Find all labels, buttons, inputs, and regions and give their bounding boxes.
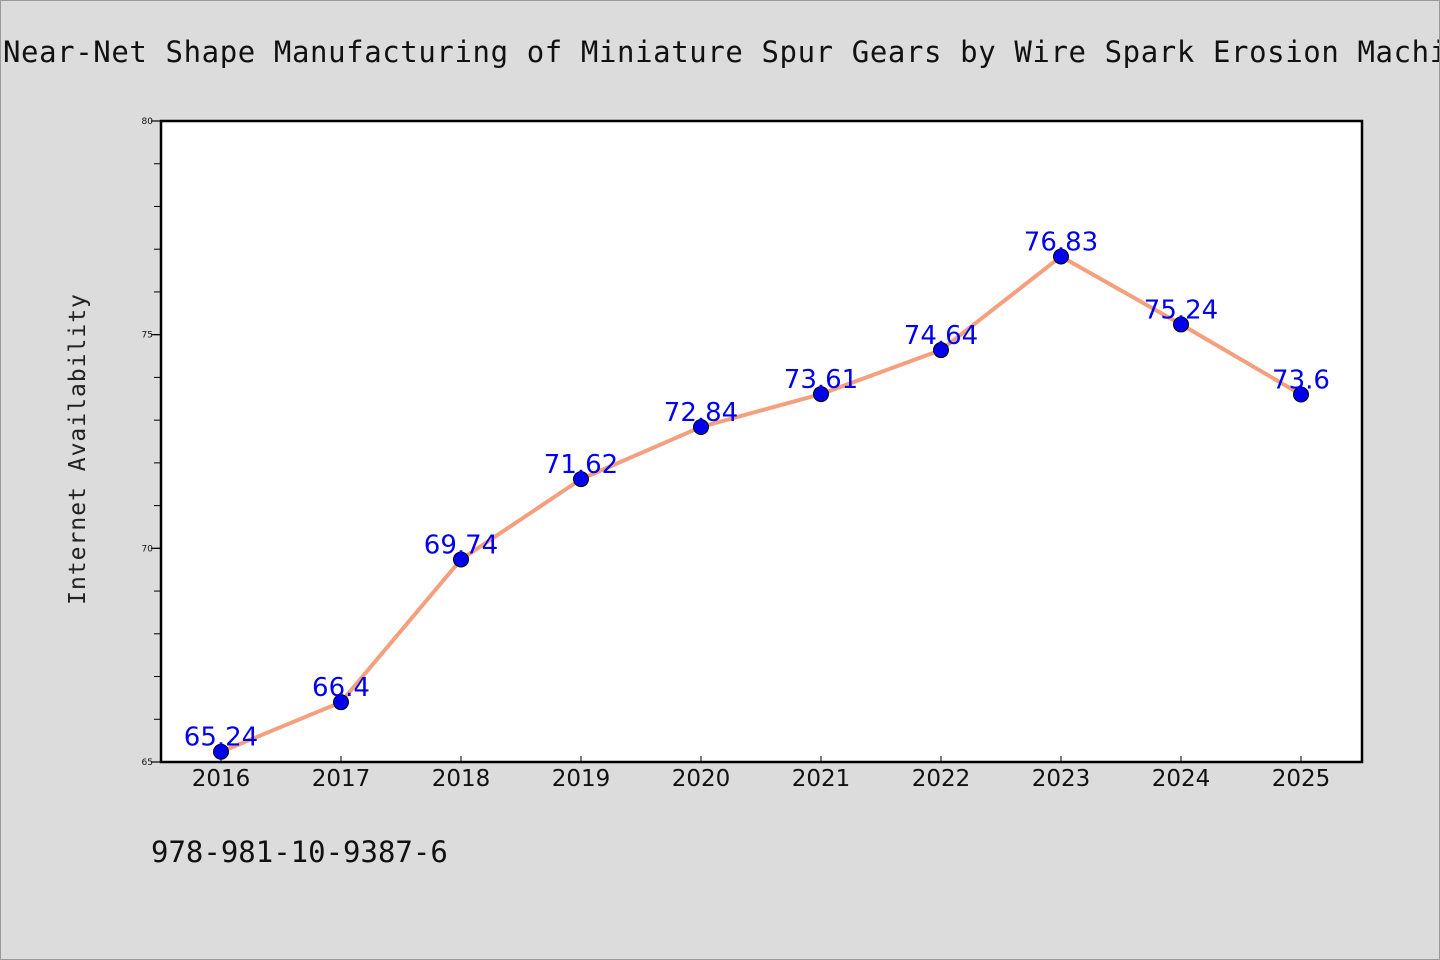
data-label: 73.6: [1272, 365, 1330, 395]
data-markers: [213, 248, 1309, 760]
x-tick-label: 2023: [1032, 766, 1091, 792]
isbn-label: 978-981-10-9387-6: [151, 835, 448, 869]
data-label: 73.61: [784, 365, 858, 395]
data-label: 75.24: [1144, 295, 1218, 325]
x-tick-label: 2018: [432, 766, 491, 792]
data-label: 76.83: [1024, 227, 1098, 257]
data-point: [333, 694, 349, 711]
x-tick-label: 2017: [312, 766, 371, 792]
x-tick-label: 2016: [192, 766, 251, 792]
data-point: [693, 418, 709, 435]
data-point: [573, 471, 589, 488]
data-point: [213, 743, 229, 760]
data-point: [1053, 248, 1069, 265]
data-point: [1173, 316, 1189, 333]
plot-area: [159, 119, 1364, 764]
data-label: 74.64: [904, 321, 978, 351]
chart-title: Near-Net Shape Manufacturing of Miniatur…: [3, 35, 1440, 69]
x-tick-label: 2020: [672, 766, 731, 792]
data-label: 69.74: [424, 530, 498, 560]
y-tick-label: 75: [142, 331, 153, 341]
series-line: [220, 254, 1303, 754]
x-tick-label: 2025: [1272, 766, 1331, 792]
y-axis-label: Internet Availability: [65, 293, 91, 605]
data-label: 72.84: [664, 398, 738, 428]
y-axis-ticks: 65 70 75 80: [142, 117, 161, 768]
data-label: 66.4: [312, 673, 370, 703]
y-tick-label: 80: [142, 117, 154, 127]
y-tick-label: 65: [142, 758, 153, 768]
data-point: [453, 551, 469, 568]
data-labels: 65.24 66.4 69.74 71.62 72.84 73.61 74.64 76.83 7…: [184, 227, 1330, 752]
data-point: [813, 386, 829, 403]
x-tick-label: 2019: [552, 766, 611, 792]
data-point: [933, 342, 949, 359]
x-tick-label: 2022: [912, 766, 971, 792]
data-label: 71.62: [544, 450, 618, 480]
x-tick-label: 2024: [1152, 766, 1211, 792]
y-tick-label: 70: [142, 544, 154, 554]
x-tick-label: 2021: [792, 766, 851, 792]
data-point: [1293, 386, 1309, 403]
data-label: 65.24: [184, 723, 258, 753]
x-axis-ticks: 2016 2017 2018 2019 2020 2021 2022 2023 2024 2025: [192, 756, 1331, 792]
